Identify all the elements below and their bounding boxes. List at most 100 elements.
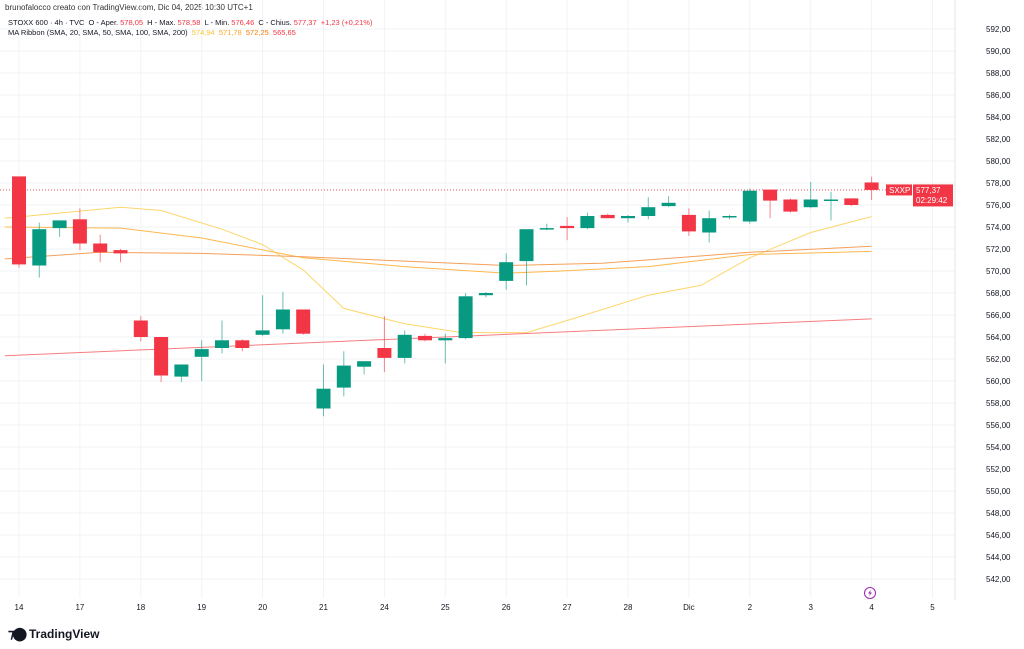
- candle: [824, 191, 838, 221]
- time-tick-label: 2: [748, 603, 753, 612]
- candle: [357, 361, 372, 375]
- candle: [215, 320, 229, 354]
- time-tick-label: 27: [563, 603, 572, 612]
- close-label: C - Chius.: [258, 18, 292, 27]
- candle: [803, 181, 818, 209]
- ticker-tag-bg: [886, 184, 912, 196]
- candle-body: [93, 243, 108, 253]
- price-tick-label: 548,00: [986, 509, 1011, 518]
- price-tick-label: 550,00: [986, 487, 1011, 496]
- lightning-icon[interactable]: [864, 587, 876, 599]
- ma-line-sma200: [4, 318, 872, 357]
- time-tick-label: Dic: [683, 603, 695, 612]
- ohlc-row: STOXX 600 · 4h · TVC O - Aper. 578,05 H -…: [8, 18, 374, 28]
- candle: [783, 198, 798, 213]
- low-label: L - Min.: [204, 18, 230, 27]
- candle-body: [519, 229, 534, 262]
- time-tick-label: 28: [624, 603, 633, 612]
- candle-body: [32, 229, 47, 266]
- price-tick-label: 558,00: [986, 399, 1011, 408]
- time-tick-label: 20: [258, 603, 267, 612]
- high-value: 578,58: [177, 18, 201, 27]
- candle-body: [763, 189, 778, 201]
- ma50-value: 571,78: [218, 28, 242, 37]
- candle: [763, 189, 778, 219]
- open-label: O - Aper.: [88, 18, 119, 27]
- candle-body: [499, 262, 514, 281]
- time-tick-label: 26: [502, 603, 511, 612]
- price-tick-label: 566,00: [986, 311, 1011, 320]
- symbol-label[interactable]: STOXX 600 · 4h · TVC: [8, 18, 85, 27]
- candle: [235, 339, 250, 352]
- time-axis[interactable]: 14 17 18 19 20 21 24 25 26 27 28 Dic 2 3 4 5: [15, 603, 936, 612]
- price-tag: SXXP 577,37 02:29:42: [886, 184, 953, 207]
- candle-body: [336, 365, 351, 388]
- candle: [194, 340, 209, 381]
- candle: [12, 176, 26, 268]
- price-tag-bg: [913, 184, 953, 207]
- ma-ribbon: [4, 206, 872, 357]
- candle: [154, 337, 169, 383]
- logo-text: TradingView: [29, 627, 100, 641]
- candle-body: [52, 220, 67, 229]
- candle: [560, 217, 575, 241]
- time-tick-label: 17: [75, 603, 84, 612]
- ma-ribbon-label[interactable]: MA Ribbon (SMA, 20, SMA, 50, SMA, 100, S…: [8, 28, 188, 37]
- candle: [478, 291, 493, 298]
- candle-body: [722, 216, 737, 218]
- price-tick-label: 574,00: [986, 223, 1011, 232]
- low-value: 576,46: [231, 18, 255, 27]
- ma200-value: 565,65: [272, 28, 296, 37]
- candle: [72, 208, 87, 251]
- candle: [316, 364, 331, 417]
- candle-body: [438, 338, 453, 341]
- close-value: 577,37: [293, 18, 317, 27]
- price-tick-label: 586,00: [986, 91, 1011, 100]
- time-tick-label: 14: [15, 603, 24, 612]
- candle-body: [580, 216, 595, 229]
- time-tick-label: 4: [869, 603, 874, 612]
- candle: [844, 198, 859, 207]
- candle: [418, 333, 432, 342]
- price-tick-label: 562,00: [986, 355, 1011, 364]
- candle-body: [600, 214, 615, 219]
- candle-body: [275, 309, 290, 330]
- candle-body: [641, 207, 656, 216]
- candle: [580, 212, 595, 230]
- candle-body: [12, 176, 26, 265]
- candle: [499, 253, 514, 290]
- candle: [113, 249, 128, 263]
- price-tick-label: 588,00: [986, 69, 1011, 78]
- candle-body: [742, 190, 757, 222]
- candle: [397, 330, 412, 364]
- price-tick-label: 572,00: [986, 245, 1011, 254]
- candle-body: [539, 228, 554, 230]
- candle: [864, 176, 879, 200]
- tradingview-logo[interactable]: ⁊⬤ TradingView: [8, 626, 99, 642]
- candle-body: [621, 216, 635, 219]
- candle: [722, 214, 737, 220]
- ticker-tag: SXXP: [889, 186, 910, 195]
- high-label: H - Max.: [147, 18, 176, 27]
- candle-body: [235, 340, 250, 348]
- price-tick-label: 552,00: [986, 465, 1011, 474]
- price-tick-label: 590,00: [986, 47, 1011, 56]
- price-axis[interactable]: 592,00 590,00 588,00 586,00 584,00 582,00 580,…: [986, 25, 1011, 584]
- candle-body: [681, 214, 696, 232]
- price-tick-label: 568,00: [986, 289, 1011, 298]
- candle: [93, 234, 108, 263]
- candle-body: [194, 349, 209, 357]
- candle-body: [255, 330, 270, 335]
- price-tick-label: 542,00: [986, 575, 1011, 584]
- tradingview-logo-icon: ⁊⬤: [8, 626, 27, 641]
- countdown-label: 02:29:42: [916, 196, 948, 205]
- candle-body: [864, 182, 879, 190]
- candle-body: [72, 219, 87, 244]
- ma-line-sma100: [4, 245, 872, 267]
- ma-line-sma20: [4, 206, 872, 334]
- candle-body: [357, 361, 372, 367]
- time-tick-label: 24: [380, 603, 389, 612]
- candle: [377, 316, 392, 373]
- time-tick-label: 18: [136, 603, 145, 612]
